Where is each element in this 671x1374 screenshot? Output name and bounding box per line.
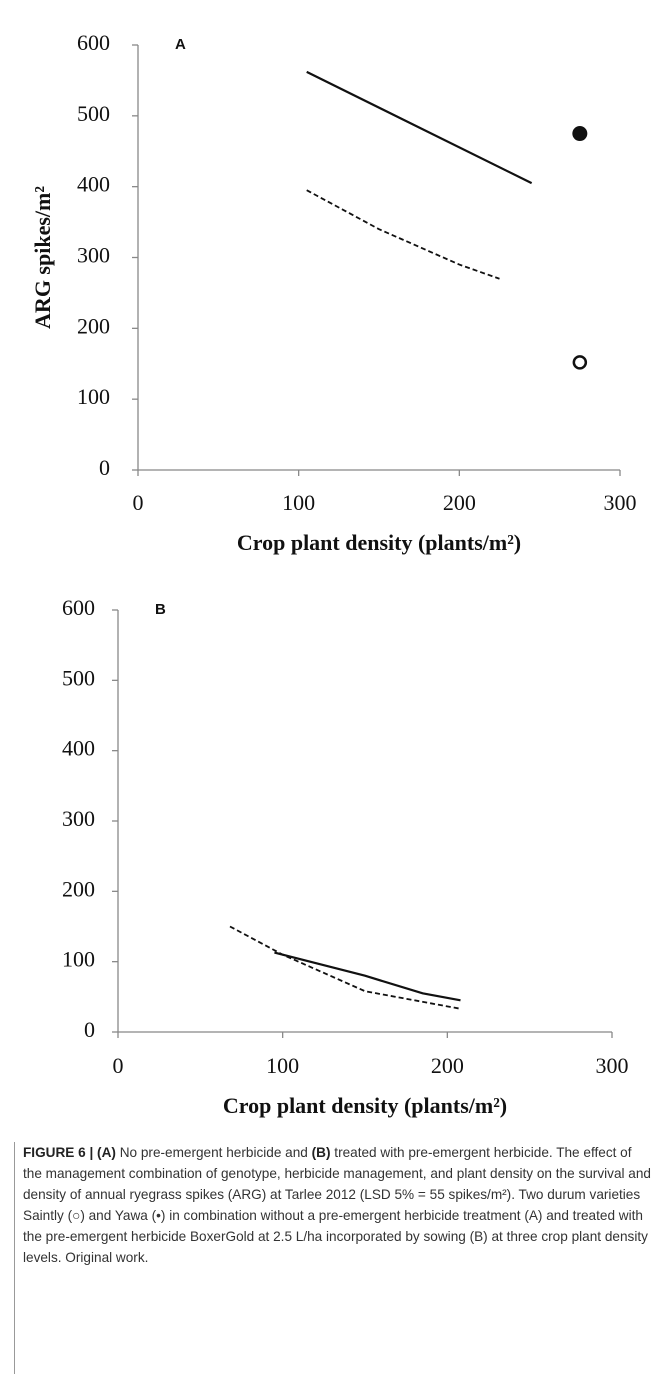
y-tick-label: 100 [77,384,110,409]
y-tick-label: 200 [77,313,110,338]
x-tick-label: 200 [431,1053,464,1078]
y-tick-label: 400 [77,172,110,197]
caption-text: (B) [311,1145,331,1160]
y-tick-label: 200 [62,876,95,901]
x-tick-label: 300 [596,1053,629,1078]
x-tick-label: 300 [604,490,637,515]
point [572,355,588,370]
y-tick-label: 500 [62,665,95,690]
x-tick-label: 0 [113,1053,124,1078]
caption: FIGURE 6 | (A) No pre-emergent herbicide… [14,1142,653,1374]
series-line [274,951,461,1002]
y-tick-label: 500 [77,101,110,126]
y-tick-label: 400 [62,736,95,761]
series-line [306,70,533,185]
x-tick-label: 0 [133,490,144,515]
y-tick-label: 0 [84,1017,95,1042]
y-tick-label: 300 [77,243,110,268]
panel-label: A [175,36,186,53]
y-tick-label: 300 [62,806,95,831]
point [572,126,588,142]
y-tick-label: 100 [62,947,95,972]
y-tick-label: 0 [99,455,110,480]
x-axis-label: Crop plant density (plants/m²) [237,530,521,555]
caption-text: treated with pre-emergent herbicide. The… [23,1145,651,1265]
series-line [229,925,461,1010]
x-tick-label: 100 [282,490,315,515]
x-axis-label: Crop plant density (plants/m²) [223,1093,507,1118]
x-tick-label: 100 [266,1053,299,1078]
y-axis-label: ARG spikes/m² [30,186,55,329]
caption-text: FIGURE 6 | (A) [23,1145,116,1160]
y-tick-label: 600 [62,595,95,620]
figure: 0 100 200 300 400 500 600 0 100 200 300 Crop plant … [30,30,637,1118]
x-tick-label: 200 [443,490,476,515]
series-line [306,189,500,280]
panel-label: B [155,601,166,618]
caption-text: No pre-emergent herbicide and [115,1145,312,1160]
y-tick-label: 600 [77,30,110,55]
